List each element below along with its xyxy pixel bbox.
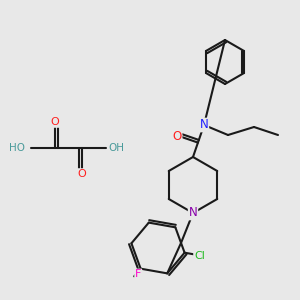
Text: N: N	[200, 118, 208, 131]
Text: F: F	[135, 269, 141, 279]
Text: O: O	[78, 169, 86, 179]
Text: N: N	[189, 206, 197, 220]
Text: OH: OH	[108, 143, 124, 153]
Text: O: O	[172, 130, 182, 142]
Text: Cl: Cl	[194, 251, 205, 261]
Text: O: O	[51, 117, 59, 127]
Text: H: H	[112, 143, 120, 153]
Text: HO: HO	[9, 143, 25, 153]
